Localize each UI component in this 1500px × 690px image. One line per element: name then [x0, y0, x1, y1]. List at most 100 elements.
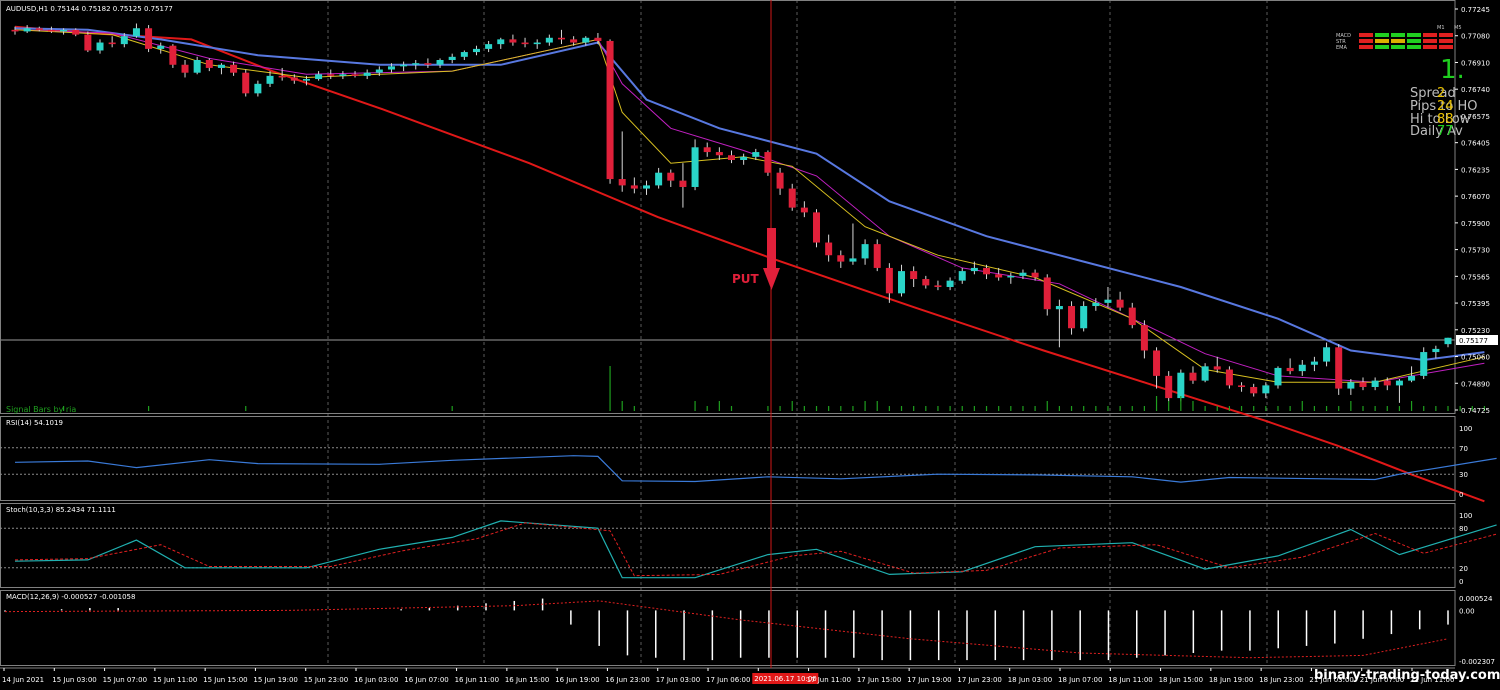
candle-body [1371, 380, 1379, 387]
candle-body [533, 42, 541, 45]
candle-body [1055, 306, 1063, 310]
signal-cell [1423, 39, 1437, 43]
time-tick-label: 15 Jun 15:00 [203, 676, 247, 684]
candle [84, 31, 92, 53]
stoch-main-line [14, 520, 1497, 579]
candle [837, 250, 845, 268]
stochastic-indicator: 100 80 20 0 [0, 512, 1497, 586]
price-tick-label: 0.75230 [1461, 327, 1490, 335]
candle-body [1432, 348, 1440, 353]
candle-body [230, 64, 238, 73]
candle-body [642, 185, 650, 189]
candle-body [776, 172, 784, 189]
candle-body [436, 60, 444, 65]
info-pips-label: Pips to HO [1410, 99, 1478, 114]
rsi-tick-label: 70 [1459, 445, 1468, 453]
candle [1055, 299, 1063, 348]
candle-body [557, 37, 565, 40]
candle [1080, 301, 1088, 332]
candle-body [970, 267, 978, 272]
stoch-tick-label: 20 [1459, 565, 1468, 573]
candle [472, 45, 480, 56]
rsi-indicator: 100 70 30 0 [0, 425, 1497, 499]
watermark: binary-trading-today.com [1314, 668, 1500, 683]
candle-body [217, 64, 225, 68]
candle [509, 34, 517, 46]
price-axis: 0.77245 0.77080 0.76910 0.76740 0.76575 0.764… [1455, 6, 1498, 415]
price-tick-label: 0.74725 [1461, 407, 1490, 415]
candle-body [400, 64, 408, 67]
candle-body [132, 28, 140, 37]
candle-body [1335, 347, 1343, 389]
candle-body [1019, 272, 1027, 276]
candle [169, 44, 177, 68]
candlesticks[interactable] [11, 23, 1452, 403]
price-tick-label: 0.77080 [1461, 33, 1490, 41]
panel-border [0, 590, 1456, 666]
candle-body [205, 60, 213, 68]
candle [995, 267, 1003, 281]
candle [339, 71, 347, 80]
candle-body [728, 155, 735, 160]
candle [642, 180, 650, 195]
time-tick-label: 18 Jun 15:00 [1159, 676, 1203, 684]
candle-body [254, 83, 262, 94]
ema-blue-line [14, 27, 1485, 362]
candle [1189, 366, 1197, 384]
info-spread-label: Spread [1410, 86, 1456, 101]
candle [885, 263, 893, 303]
candle [800, 201, 808, 218]
candle [1335, 344, 1343, 395]
signal-cell [1423, 45, 1437, 49]
price-tick-label: 0.76740 [1461, 86, 1490, 94]
macd-tick-label: 0.00 [1459, 607, 1475, 615]
candle [946, 277, 954, 291]
price-tick-label: 0.76910 [1461, 59, 1490, 67]
candle [521, 37, 529, 48]
candle [1092, 298, 1100, 311]
candle [315, 71, 323, 81]
candle [412, 60, 420, 70]
candle-body [1189, 372, 1197, 381]
stoch-label: Stoch(10,3,3) 85.2434 71.1111 [6, 506, 116, 514]
highlight-time-box: 2021.06.17 10:00 [752, 673, 819, 684]
candle-body [1238, 385, 1246, 387]
candle [557, 29, 565, 45]
candle [1177, 369, 1185, 402]
candle-body [545, 37, 553, 43]
time-tick-label: 21 Jun 11:00 [1410, 676, 1454, 684]
candle [460, 50, 468, 60]
candle [1104, 286, 1112, 308]
info-hilow-label: Hi to Low [1410, 112, 1471, 127]
candle-body [193, 60, 201, 73]
candle [35, 26, 43, 32]
signal-cell [1439, 39, 1453, 43]
candle-body [242, 72, 250, 94]
candle [1153, 347, 1161, 389]
candle [400, 61, 408, 72]
row-ema: EMA [1336, 45, 1347, 51]
current-price-bg [1456, 335, 1498, 345]
candle [533, 39, 541, 49]
candle-body [655, 172, 663, 186]
candle-body [1286, 367, 1294, 372]
candle-body [60, 29, 68, 32]
signal-cell [1375, 33, 1389, 37]
candle-body [946, 280, 954, 287]
stoch-tick-label: 100 [1459, 512, 1472, 520]
info-daily-value: 77 [1437, 124, 1454, 139]
candle [1262, 382, 1270, 399]
panel-border [0, 416, 1456, 501]
candle [485, 40, 493, 53]
signal-bars-volume [62, 366, 1486, 411]
time-tick-label: 17 Jun 11:00 [807, 676, 851, 684]
info-daily-label: Daily Av [1410, 124, 1463, 139]
candle [230, 61, 238, 76]
candle-body [679, 180, 687, 187]
candle-body [703, 147, 711, 153]
stoch-tick-label: 0 [1459, 578, 1463, 586]
candle-body [375, 69, 383, 73]
candle-body [23, 28, 31, 32]
signal-cell [1439, 33, 1453, 37]
